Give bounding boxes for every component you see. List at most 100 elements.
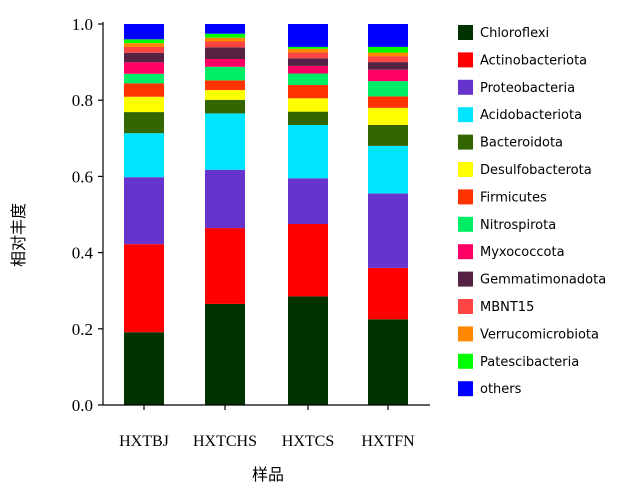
legend-swatch-mbnt15	[458, 299, 473, 314]
bar-hxtchs-nitrospirota	[205, 66, 245, 81]
legend-swatch-patescibacteria	[458, 353, 473, 369]
bar-hxtbj-myxococcota	[124, 62, 164, 74]
bar-hxtbj-others	[124, 24, 164, 40]
bar-hxtfn-chloroflexi	[368, 319, 408, 405]
axes: 0.0 0.2 0.4 0.6 0.8 1.0 HXTBJ HXTCHS HXTCS HXTFN	[72, 15, 430, 450]
bar-hxtbj-proteobacteria	[124, 177, 164, 245]
y-tick-label: 0.6	[72, 167, 93, 186]
bar-hxtchs-proteobacteria	[205, 169, 245, 229]
legend-label-patescibacteria: Patescibacteria	[480, 355, 579, 370]
legend-swatch-nitrospirota	[458, 216, 473, 232]
bar-hxtbj-patescibacteria	[124, 39, 164, 44]
legend-swatch-gemmatimonadota	[458, 271, 473, 287]
bar-hxtcs-desulfobacterota	[288, 98, 328, 112]
y-tick-label: 1.0	[72, 15, 93, 34]
legend-label-actinobacteriota: Actinobacteriota	[480, 53, 587, 68]
bar-hxtfn-others	[368, 24, 408, 47]
bar-hxtcs-others	[288, 24, 328, 47]
bar-hxtcs-acidobacteriota	[288, 124, 328, 179]
bar-hxtcs-chloroflexi	[288, 296, 328, 405]
bar-hxtbj-firmicutes	[124, 83, 164, 97]
legend-swatch-verrucomicrobiota	[458, 326, 473, 342]
bar-hxtfn-desulfobacterota	[368, 107, 408, 125]
bar-hxtcs-nitrospirota	[288, 73, 328, 85]
legend-label-firmicutes: Firmicutes	[480, 190, 547, 205]
bar-hxtcs-mbnt15	[288, 52, 328, 59]
bar-hxtcs-verrucomicrobiota	[288, 48, 328, 53]
bar-hxtcs-actinobacteriota	[288, 224, 328, 297]
bar-hxtchs-desulfobacterota	[205, 90, 245, 100]
bar-hxtchs-others	[205, 24, 245, 34]
legend-label-nitrospirota: Nitrospirota	[480, 218, 556, 233]
legend-label-mbnt15: MBNT15	[480, 300, 534, 315]
bar-hxtchs-mbnt15	[205, 41, 245, 48]
legend: Chloroflexi Actinobacteriota Proteobacteri…	[458, 25, 606, 397]
legend-swatch-desulfobacterota	[458, 162, 473, 177]
legend-label-myxococcota: Myxococcota	[480, 245, 565, 260]
plot-area	[124, 24, 408, 405]
bar-hxtchs-bacteroidota	[205, 99, 245, 114]
bar-hxtchs-patescibacteria	[205, 33, 245, 38]
bar-hxtfn-proteobacteria	[368, 193, 408, 268]
y-tick-label: 0.2	[72, 320, 93, 339]
bar-hxtfn-actinobacteriota	[368, 267, 408, 320]
bar-hxtcs-myxococcota	[288, 65, 328, 74]
bar-hxtcs-proteobacteria	[288, 178, 328, 225]
bar-hxtbj-nitrospirota	[124, 73, 164, 84]
bar-hxtfn-myxococcota	[368, 69, 408, 82]
bar-hxtcs-bacteroidota	[288, 111, 328, 125]
legend-swatch-firmicutes	[458, 189, 473, 205]
bar-hxtchs-myxococcota	[205, 58, 245, 67]
legend-swatch-myxococcota	[458, 244, 473, 260]
y-tick-label: 0.4	[72, 244, 94, 263]
bar-hxtfn-verrucomicrobiota	[368, 52, 408, 57]
bar-hxtfn-gemmatimonadota	[368, 62, 408, 70]
legend-swatch-proteobacteria	[458, 79, 473, 95]
bar-hxtfn-acidobacteriota	[368, 145, 408, 194]
legend-label-desulfobacterota: Desulfobacterota	[480, 163, 592, 178]
bar-hxtbj-verrucomicrobiota	[124, 43, 164, 47]
bar-hxtfn-mbnt15	[368, 56, 408, 63]
x-tick-label-hxtchs: HXTCHS	[193, 433, 257, 450]
bar-hxtbj-mbnt15	[124, 46, 164, 53]
legend-label-verrucomicrobiota: Verrucomicrobiota	[480, 327, 599, 342]
bar-hxtbj-chloroflexi	[124, 332, 164, 405]
bar-hxtcs-firmicutes	[288, 84, 328, 99]
bar-hxtbj-bacteroidota	[124, 112, 164, 134]
x-tick-label-hxtbj: HXTBJ	[119, 433, 169, 450]
bar-hxtfn-firmicutes	[368, 96, 408, 108]
legend-swatch-actinobacteriota	[458, 52, 473, 68]
y-tick-label: 0.8	[72, 91, 93, 110]
legend-swatch-chloroflexi	[458, 25, 473, 40]
legend-swatch-bacteroidota	[458, 134, 473, 150]
bar-hxtbj-actinobacteriota	[124, 244, 164, 333]
bar-hxtcs-patescibacteria	[288, 46, 328, 49]
bar-hxtcs-gemmatimonadota	[288, 58, 328, 66]
bar-hxtbj-gemmatimonadota	[124, 52, 164, 63]
bar-hxtfn-bacteroidota	[368, 124, 408, 146]
bar-hxtchs-chloroflexi	[205, 303, 245, 405]
bar-hxtchs-actinobacteriota	[205, 228, 245, 304]
legend-label-chloroflexi: Chloroflexi	[480, 26, 549, 41]
legend-label-proteobacteria: Proteobacteria	[480, 81, 575, 96]
legend-swatch-acidobacteriota	[458, 107, 473, 123]
bar-hxtchs-firmicutes	[205, 80, 245, 91]
x-tick-label-hxtcs: HXTCS	[282, 433, 334, 450]
x-tick-label-hxtfn: HXTFN	[361, 433, 415, 450]
y-tick-label: 0.0	[72, 396, 93, 415]
bar-hxtbj-desulfobacterota	[124, 96, 164, 113]
y-axis-title: 相对丰度	[9, 203, 28, 267]
bar-hxtbj-acidobacteriota	[124, 133, 164, 178]
bar-hxtfn-patescibacteria	[368, 46, 408, 53]
bar-hxtfn-nitrospirota	[368, 81, 408, 97]
legend-label-acidobacteriota: Acidobacteriota	[480, 108, 582, 123]
bar-hxtchs-verrucomicrobiota	[205, 37, 245, 42]
legend-label-bacteroidota: Bacteroidota	[480, 136, 563, 151]
bar-hxtchs-gemmatimonadota	[205, 47, 245, 59]
x-axis-title: 样品	[252, 465, 284, 484]
legend-swatch-others	[458, 381, 473, 397]
legend-label-gemmatimonadota: Gemmatimonadota	[480, 273, 606, 288]
legend-label-others: others	[480, 382, 522, 397]
bar-hxtchs-acidobacteriota	[205, 113, 245, 170]
